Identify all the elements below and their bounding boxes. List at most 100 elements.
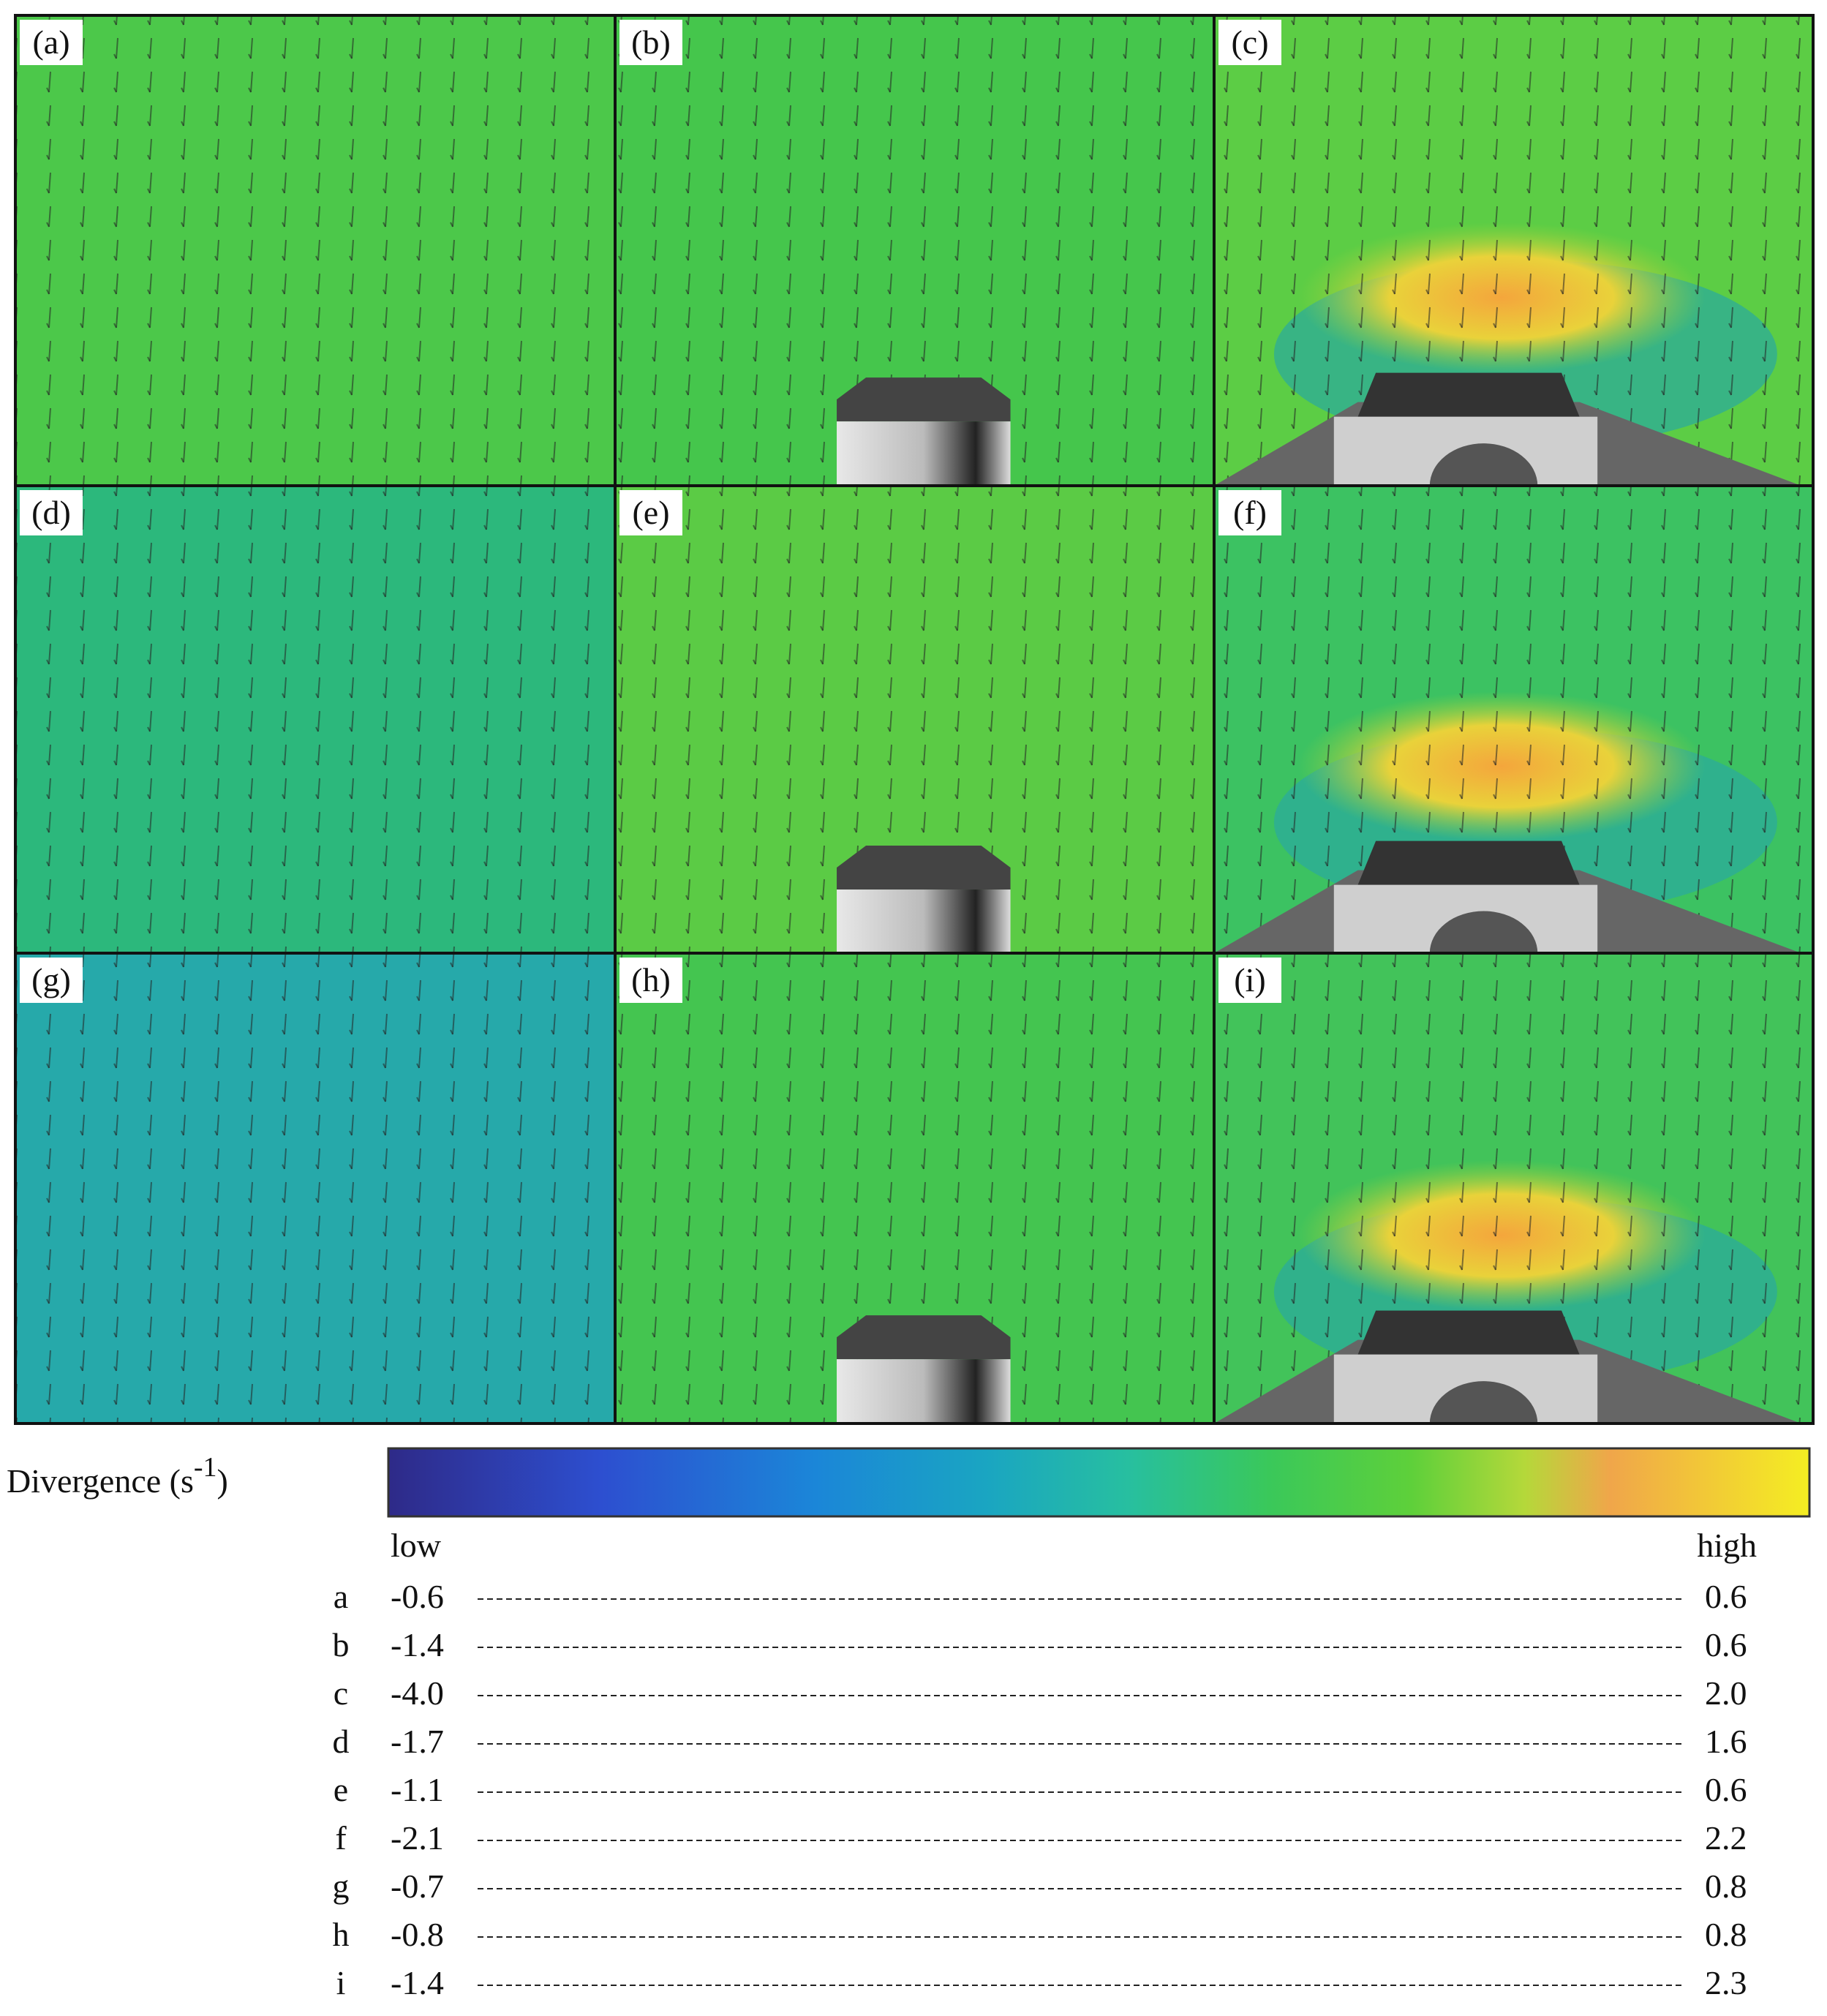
row-panel: i bbox=[336, 1964, 346, 2001]
table-row: e -1.1 0.6 bbox=[334, 1771, 1747, 1808]
panel-label-box bbox=[619, 490, 682, 535]
nozzle-top bbox=[837, 1315, 1011, 1360]
table-row: f -2.1 2.2 bbox=[335, 1819, 1747, 1857]
panel: (c) bbox=[1213, 14, 1815, 487]
panel-content bbox=[615, 15, 1214, 486]
row-low: -1.7 bbox=[391, 1723, 444, 1760]
panel-content bbox=[1214, 953, 1813, 1423]
nozzle-body bbox=[1333, 1354, 1598, 1423]
row-low: -2.1 bbox=[391, 1819, 444, 1857]
table-row: g -0.7 0.8 bbox=[333, 1868, 1747, 1905]
row-low: -0.7 bbox=[391, 1868, 444, 1905]
row-low: -1.1 bbox=[391, 1771, 444, 1808]
panel: (d) bbox=[14, 484, 617, 955]
panel-label: (b) bbox=[631, 23, 671, 61]
panel-label: (a) bbox=[32, 23, 69, 61]
colorbar bbox=[387, 1447, 1811, 1518]
panel-label-box bbox=[20, 20, 83, 65]
panel: (a) bbox=[14, 14, 617, 487]
panel-label: (h) bbox=[631, 961, 671, 998]
panel: (g) bbox=[14, 952, 617, 1425]
range-table: a -0.6 0.6 b -1.4 0.6 c -4.0 2.0 d -1.7 1.6 e -1.1 0.6… bbox=[333, 1578, 1747, 2001]
row-high: 2.2 bbox=[1705, 1819, 1747, 1857]
row-panel: b bbox=[333, 1626, 350, 1663]
table-row: d -1.7 1.6 bbox=[333, 1723, 1747, 1760]
nozzle-hole bbox=[1429, 443, 1538, 486]
row-panel: f bbox=[335, 1819, 347, 1857]
panel-label: (d) bbox=[31, 494, 71, 531]
row-high: 0.6 bbox=[1705, 1626, 1747, 1663]
panel-label-box bbox=[1218, 958, 1281, 1003]
panel-label-box bbox=[20, 490, 83, 535]
panel-content bbox=[15, 15, 615, 486]
panel-content bbox=[615, 486, 1214, 953]
panel-label: (f) bbox=[1233, 494, 1267, 531]
colorbar-title: Divergence (s-1) bbox=[7, 1452, 228, 1500]
nozzle-body bbox=[837, 421, 1011, 486]
nozzle-top bbox=[1357, 840, 1580, 885]
nozzle-top bbox=[837, 377, 1011, 422]
panel-label: (c) bbox=[1231, 23, 1268, 61]
row-low: -1.4 bbox=[391, 1626, 444, 1663]
vector-field bbox=[15, 15, 615, 486]
colorbar-title-sup: -1 bbox=[194, 1452, 217, 1483]
panel-label: (i) bbox=[1234, 961, 1265, 998]
nozzle-top bbox=[1357, 372, 1580, 417]
row-high: 0.6 bbox=[1705, 1578, 1747, 1615]
panel-label-box bbox=[619, 958, 682, 1003]
table-row: c -4.0 2.0 bbox=[334, 1674, 1747, 1712]
panel-label-box bbox=[1218, 490, 1281, 535]
panel: (e) bbox=[614, 484, 1216, 955]
panel-label: (e) bbox=[632, 494, 669, 531]
row-high: 0.8 bbox=[1705, 1916, 1747, 1953]
panel-label-box bbox=[1218, 20, 1281, 65]
panel: (h) bbox=[614, 952, 1216, 1425]
row-high: 2.0 bbox=[1705, 1674, 1747, 1712]
row-panel: c bbox=[334, 1674, 348, 1712]
nozzle-hole bbox=[1429, 1381, 1538, 1423]
panel-content bbox=[1214, 15, 1813, 486]
colorbar-title-text: Divergence (s bbox=[7, 1462, 194, 1500]
panel-label-box bbox=[619, 20, 682, 65]
panel-label-box bbox=[20, 958, 83, 1003]
colorbar-title-end: ) bbox=[217, 1462, 228, 1500]
table-row: b -1.4 0.6 bbox=[333, 1626, 1747, 1663]
panel-grid: (a) (b) (c) (d) (e) (f) (g) (h) (i) bbox=[14, 14, 1815, 1425]
row-panel: a bbox=[334, 1578, 348, 1615]
table-row: h -0.8 0.8 bbox=[333, 1916, 1747, 1953]
panel-content bbox=[15, 953, 615, 1423]
row-high: 0.6 bbox=[1705, 1771, 1747, 1808]
panel: (i) bbox=[1213, 952, 1815, 1425]
panel-label: (g) bbox=[31, 961, 71, 998]
row-low: -0.8 bbox=[391, 1916, 444, 1953]
panel: (f) bbox=[1213, 484, 1815, 955]
row-panel: e bbox=[334, 1771, 348, 1808]
nozzle-top bbox=[1357, 1310, 1580, 1355]
row-high: 0.8 bbox=[1705, 1868, 1747, 1905]
table-row: a -0.6 0.6 bbox=[334, 1578, 1747, 1615]
table-row: i -1.4 2.3 bbox=[336, 1964, 1747, 2001]
row-panel: h bbox=[333, 1916, 350, 1953]
panel: (b) bbox=[614, 14, 1216, 487]
panel-border bbox=[1213, 952, 1815, 1425]
nozzle-body bbox=[837, 889, 1011, 953]
vector-field bbox=[15, 953, 615, 1423]
colorbar-low: low bbox=[391, 1527, 442, 1564]
panel-content bbox=[615, 953, 1214, 1423]
row-high: 1.6 bbox=[1705, 1723, 1747, 1760]
nozzle-body bbox=[837, 1359, 1011, 1423]
panel-content bbox=[1214, 486, 1813, 953]
row-low: -0.6 bbox=[391, 1578, 444, 1615]
panel-content bbox=[15, 486, 615, 953]
row-panel: g bbox=[333, 1868, 350, 1905]
row-panel: d bbox=[333, 1723, 350, 1760]
nozzle-top bbox=[837, 846, 1011, 890]
nozzle-hole bbox=[1429, 911, 1538, 953]
row-high: 2.3 bbox=[1705, 1964, 1747, 2001]
row-low: -4.0 bbox=[391, 1674, 444, 1712]
vector-field bbox=[15, 486, 615, 953]
colorbar-high: high bbox=[1697, 1527, 1757, 1564]
row-low: -1.4 bbox=[391, 1964, 444, 2001]
